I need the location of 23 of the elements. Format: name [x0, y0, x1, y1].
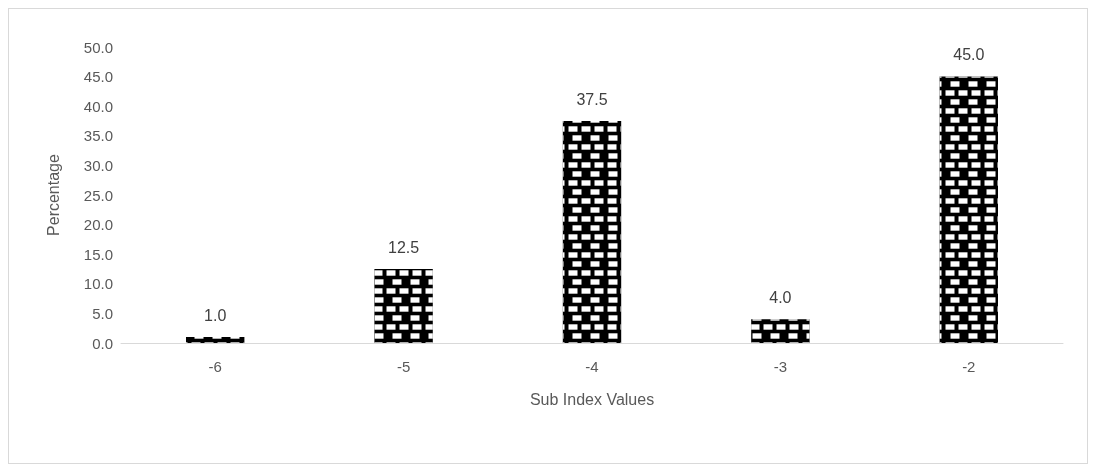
data-label: 12.5 — [388, 238, 420, 256]
y-tick-label: 30.0 — [83, 156, 113, 174]
data-label: 45.0 — [953, 46, 985, 64]
y-tick-label: 25.0 — [83, 186, 113, 204]
y-tick-label: 45.0 — [83, 68, 113, 86]
data-label: 1.0 — [204, 306, 227, 324]
x-tick-label: -3 — [773, 358, 788, 375]
y-tick-label: 15.0 — [83, 245, 113, 263]
x-axis-title: Sub Index Values — [529, 390, 655, 408]
y-tick-label: 0.0 — [92, 334, 113, 352]
y-tick-label: 5.0 — [92, 304, 113, 322]
y-tick-label: 50.0 — [83, 38, 113, 56]
y-tick-label: 20.0 — [83, 216, 113, 234]
y-tick-label: 40.0 — [83, 97, 113, 115]
data-label: 37.5 — [576, 90, 608, 108]
x-tick-label: -2 — [962, 358, 976, 375]
y-tick-label: 35.0 — [83, 127, 113, 145]
x-tick-label: -6 — [208, 358, 222, 375]
x-tick-label: -4 — [585, 358, 599, 375]
data-label: 4.0 — [769, 288, 792, 306]
y-tick-label: 10.0 — [83, 275, 113, 293]
y-axis-title: Percentage — [44, 153, 62, 236]
x-tick-label: -5 — [396, 358, 411, 375]
